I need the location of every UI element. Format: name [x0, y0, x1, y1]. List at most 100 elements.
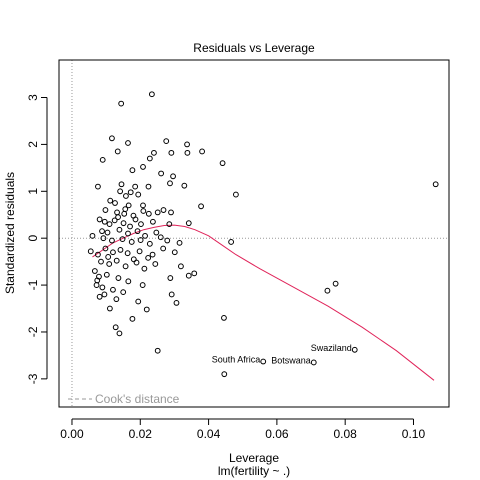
data-point [87, 248, 94, 255]
data-point [432, 181, 439, 188]
data-point [96, 216, 103, 223]
data-point [129, 315, 136, 322]
data-point [130, 256, 137, 263]
x-tick-label: 0.10 [402, 427, 426, 441]
smooth-line [92, 224, 435, 381]
data-point [168, 209, 174, 216]
data-point [149, 251, 156, 258]
data-point [332, 280, 339, 287]
data-point [324, 287, 331, 294]
data-point [103, 271, 110, 278]
data-point [118, 181, 125, 188]
data-point [101, 218, 108, 225]
data-point [228, 239, 235, 245]
data-point [102, 207, 109, 213]
data-point [163, 138, 170, 145]
data-point [127, 189, 134, 196]
data-point [99, 156, 106, 163]
data-point [168, 291, 175, 298]
data-point [139, 282, 146, 288]
data-point [116, 226, 123, 233]
data-point [94, 277, 101, 284]
data-point [120, 289, 127, 296]
y-tick-label: 0 [26, 235, 40, 242]
data-point [127, 223, 133, 230]
data-point [112, 324, 119, 331]
data-point [113, 257, 120, 264]
data-point [125, 278, 132, 285]
data-point [167, 180, 173, 187]
y-tick-label: 3 [26, 94, 40, 101]
data-point [117, 247, 124, 253]
y-tick-label: -2 [26, 326, 40, 337]
data-point [181, 182, 188, 189]
data-point [109, 237, 115, 244]
x-axis: 0.00 0.02 0.04 0.06 0.08 0.10 [60, 418, 426, 441]
data-point [153, 229, 160, 236]
data-point [164, 237, 171, 244]
x-tick-label: 0.04 [197, 427, 221, 441]
labeled-point [351, 346, 358, 353]
chart-title: Residuals vs Leverage [193, 41, 315, 55]
data-point [148, 91, 155, 98]
data-point [107, 197, 114, 204]
data-point [178, 263, 184, 270]
data-point [146, 155, 153, 162]
data-point [91, 268, 98, 274]
y-tick-label: -3 [26, 373, 40, 384]
data-point [99, 228, 105, 235]
data-point [89, 232, 96, 239]
data-point [140, 164, 146, 170]
data-point [112, 200, 118, 206]
data-point [106, 261, 113, 267]
data-point [106, 305, 113, 312]
data-point [184, 149, 191, 156]
data-point [138, 221, 144, 228]
data-point [120, 220, 127, 227]
legend-cook-label: Cook's distance [95, 392, 180, 406]
y-axis-label: Standardized residuals [3, 172, 17, 294]
labeled-point [310, 359, 317, 366]
data-point [233, 191, 239, 198]
data-point [104, 229, 111, 236]
data-point [114, 148, 121, 155]
data-point [154, 347, 161, 354]
data-point [146, 240, 153, 247]
data-point [110, 249, 116, 256]
data-point [185, 272, 192, 279]
data-point [111, 217, 118, 224]
data-point [141, 265, 148, 272]
data-point [160, 207, 167, 213]
data-point [95, 251, 101, 258]
data-point [151, 149, 157, 156]
y-tick-label: 1 [26, 188, 40, 195]
data-point [110, 286, 116, 293]
data-point [166, 221, 173, 228]
data-point [199, 148, 205, 155]
x-axis-label: Leverage [229, 451, 279, 465]
x-tick-label: 0.06 [265, 427, 289, 441]
data-point [95, 183, 101, 190]
data-point [132, 216, 139, 223]
data-point [185, 220, 192, 227]
data-point [167, 275, 174, 281]
y-tick-label: -1 [26, 279, 40, 290]
point-label: Swaziland [311, 343, 352, 353]
data-point [170, 173, 176, 180]
data-point [115, 275, 122, 281]
data-point [154, 209, 161, 216]
data-point [140, 202, 146, 209]
data-point [106, 221, 113, 228]
data-point [100, 235, 107, 242]
data-point [105, 254, 112, 260]
data-point [109, 135, 115, 142]
data-point [140, 208, 147, 214]
data-point [118, 100, 125, 107]
data-point [221, 315, 227, 321]
data-point [150, 218, 156, 225]
data-point [115, 214, 121, 220]
x-tick-label: 0.08 [334, 427, 358, 441]
point-label: South Africa [212, 355, 261, 365]
